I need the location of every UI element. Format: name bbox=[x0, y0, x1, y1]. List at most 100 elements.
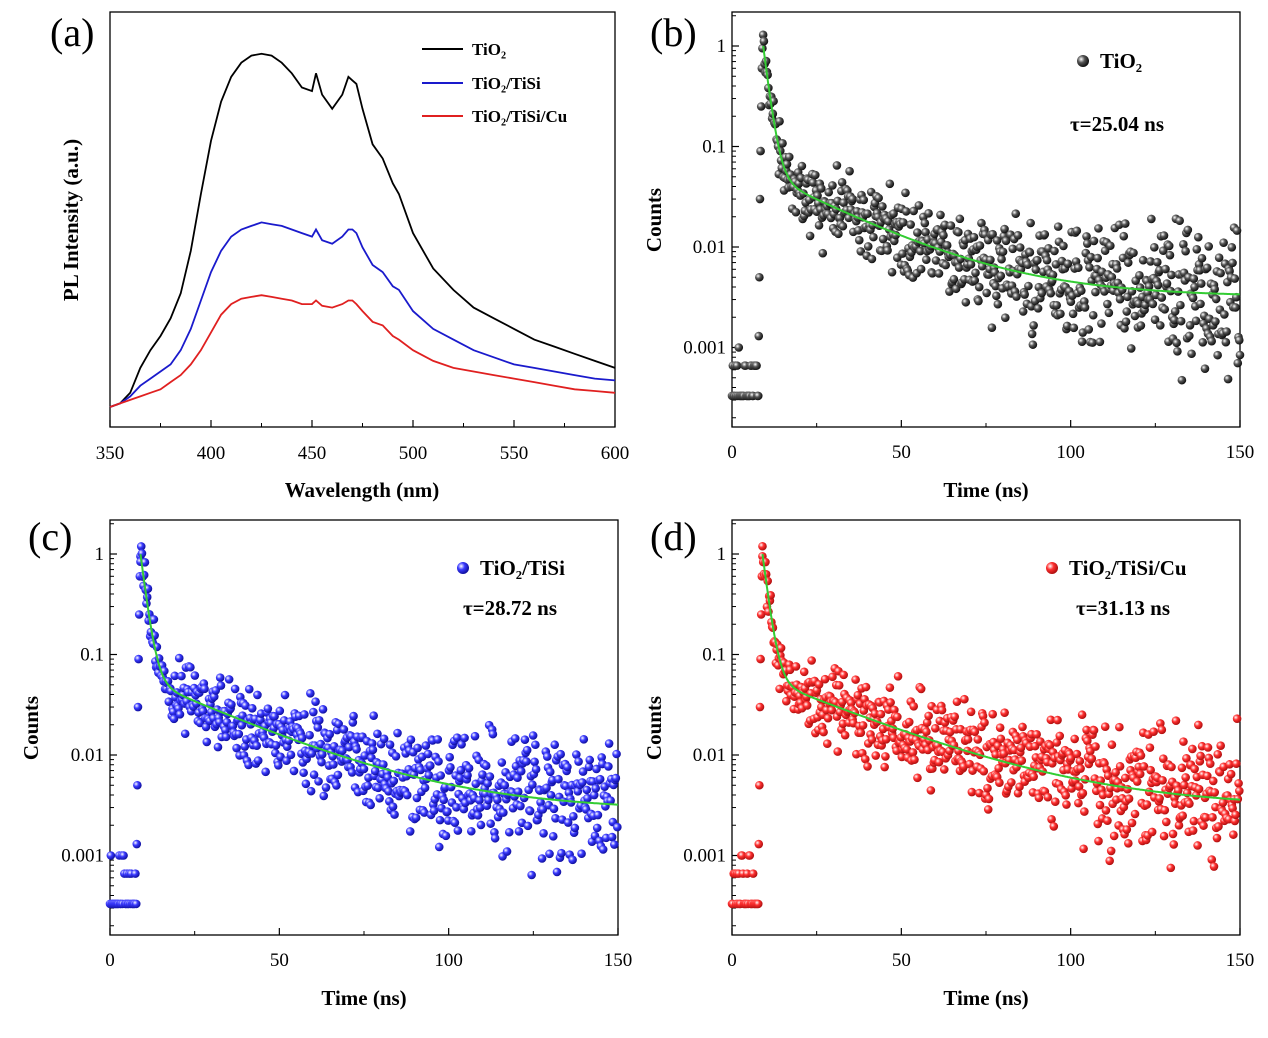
data-point bbox=[583, 793, 592, 803]
data-point bbox=[942, 241, 952, 250]
data-point bbox=[1095, 337, 1105, 347]
data-point bbox=[574, 757, 583, 766]
legend-label-tio2-tisi-cu: TiO₂/TiSi/Cu bbox=[472, 107, 567, 126]
panel-b-ylabel: Counts bbox=[642, 188, 666, 252]
data-point bbox=[859, 195, 869, 205]
x-tick-label: 0 bbox=[105, 950, 115, 971]
data-point bbox=[1155, 321, 1165, 330]
data-point bbox=[970, 276, 980, 285]
data-point bbox=[597, 753, 606, 762]
data-point bbox=[775, 684, 784, 694]
data-point bbox=[1208, 813, 1217, 822]
data-point bbox=[607, 832, 617, 842]
series-line-2 bbox=[109, 294, 616, 408]
data-point bbox=[1093, 253, 1102, 263]
data-point bbox=[338, 746, 347, 755]
data-point bbox=[1046, 715, 1056, 725]
data-point bbox=[1083, 736, 1092, 746]
data-point bbox=[952, 697, 962, 707]
data-point bbox=[416, 765, 425, 775]
data-point bbox=[1085, 263, 1094, 272]
data-point bbox=[368, 745, 378, 755]
data-point bbox=[478, 770, 487, 779]
data-point bbox=[1059, 241, 1068, 251]
data-point bbox=[318, 705, 328, 714]
x-tick-label: 0 bbox=[727, 950, 737, 971]
data-point bbox=[592, 764, 601, 774]
data-point bbox=[598, 845, 608, 854]
data-point bbox=[545, 767, 555, 777]
data-point bbox=[1082, 232, 1091, 241]
data-point bbox=[319, 791, 329, 801]
data-point bbox=[1056, 309, 1065, 319]
data-point bbox=[568, 855, 577, 865]
data-point bbox=[1024, 281, 1033, 291]
data-point bbox=[317, 750, 327, 759]
data-point bbox=[370, 766, 380, 776]
data-point bbox=[1193, 232, 1203, 242]
data-point bbox=[379, 734, 389, 744]
data-point bbox=[1210, 284, 1219, 294]
data-point bbox=[885, 683, 895, 692]
data-point bbox=[974, 296, 983, 306]
data-points bbox=[105, 542, 622, 909]
data-point bbox=[756, 102, 766, 111]
data-point bbox=[775, 117, 784, 126]
panel-a-legend: TiO₂ TiO₂/TiSi TiO₂/TiSi/Cu bbox=[422, 40, 567, 126]
data-point bbox=[1013, 788, 1023, 798]
data-point bbox=[756, 654, 765, 664]
data-point bbox=[1162, 279, 1172, 288]
x-tick-label: 500 bbox=[399, 443, 428, 464]
x-tick-label: 100 bbox=[434, 950, 463, 971]
data-point bbox=[732, 361, 742, 370]
data-point bbox=[837, 178, 847, 187]
data-point bbox=[390, 810, 399, 819]
data-point bbox=[883, 246, 892, 255]
data-point bbox=[550, 740, 560, 750]
data-point bbox=[834, 681, 844, 690]
data-point bbox=[1061, 791, 1071, 800]
panel-d-plot: 0.001 0.01 0.1 1 0 50 100 150 bbox=[683, 523, 1254, 971]
data-point bbox=[1011, 209, 1021, 219]
data-point bbox=[1198, 338, 1208, 347]
data-point bbox=[1172, 338, 1181, 348]
data-point bbox=[1031, 265, 1041, 274]
data-point bbox=[131, 899, 141, 909]
panel-label-d: (d) bbox=[650, 514, 697, 559]
data-point bbox=[513, 773, 522, 783]
panel-b-xlabel: Time (ns) bbox=[943, 478, 1028, 502]
data-point bbox=[486, 819, 495, 828]
x-tick-label: 100 bbox=[1056, 950, 1085, 971]
data-point bbox=[252, 741, 262, 751]
data-point bbox=[1135, 283, 1145, 292]
data-point bbox=[439, 795, 449, 805]
data-point bbox=[1213, 350, 1222, 360]
data-point bbox=[457, 740, 466, 749]
data-point bbox=[359, 764, 369, 774]
data-point bbox=[591, 784, 601, 793]
data-point bbox=[931, 256, 941, 265]
panel-a-lines bbox=[109, 52, 616, 408]
data-point bbox=[1188, 293, 1198, 303]
data-point bbox=[1148, 299, 1158, 309]
data-point bbox=[1109, 831, 1119, 841]
data-point bbox=[834, 229, 843, 239]
data-point bbox=[539, 829, 548, 838]
data-point bbox=[329, 760, 338, 769]
data-point bbox=[519, 793, 529, 803]
data-point bbox=[1188, 826, 1198, 835]
data-point bbox=[1074, 798, 1083, 808]
data-point bbox=[1000, 224, 1009, 234]
data-point bbox=[464, 763, 474, 773]
data-point bbox=[1048, 270, 1058, 280]
data-point bbox=[1230, 274, 1240, 283]
data-point bbox=[893, 672, 903, 681]
data-point bbox=[1124, 794, 1134, 804]
data-point bbox=[838, 221, 848, 231]
data-point bbox=[1123, 258, 1133, 267]
data-point bbox=[759, 36, 769, 46]
data-point bbox=[215, 673, 225, 682]
data-point bbox=[1063, 259, 1073, 269]
data-point bbox=[1126, 344, 1136, 353]
data-point bbox=[230, 684, 240, 694]
